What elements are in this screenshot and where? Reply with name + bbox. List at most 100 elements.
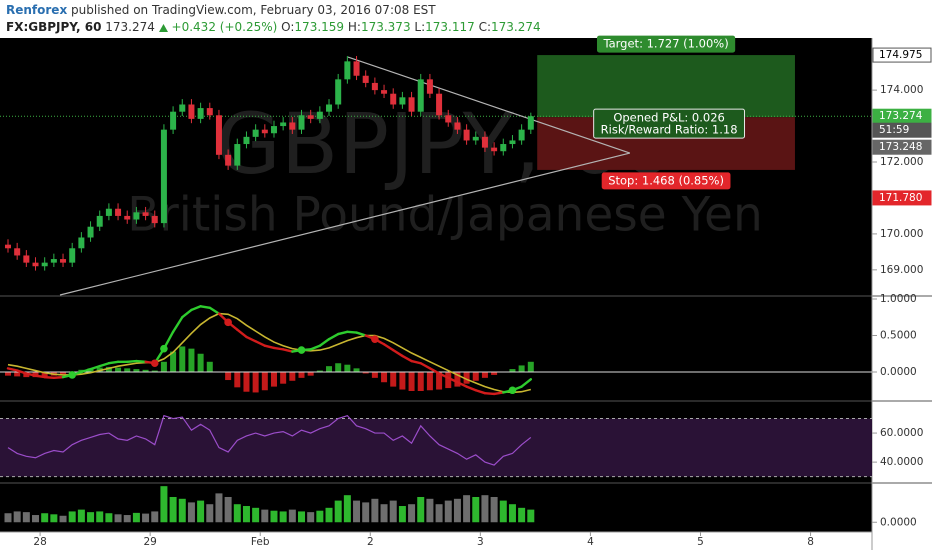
- fast-line-segment: [281, 348, 294, 353]
- candle-body: [14, 248, 21, 256]
- volume-bar: [197, 500, 205, 523]
- volume-bar: [22, 512, 30, 523]
- fast-line-segment: [419, 362, 432, 370]
- histogram-bar: [289, 372, 296, 381]
- fast-line-segment: [263, 344, 276, 350]
- volume-bar: [242, 506, 250, 523]
- entry-price-label: 173.248: [879, 141, 922, 153]
- fast-line-segment: [327, 332, 340, 341]
- ohlc-label: H:: [347, 20, 361, 34]
- fast-line-segment: [208, 306, 221, 315]
- histogram-bar: [243, 372, 250, 392]
- volume-bar: [316, 510, 324, 523]
- fast-line-segment: [245, 335, 257, 343]
- y-tick-label: 60.0000: [880, 427, 923, 439]
- candle-body: [390, 93, 397, 105]
- ohlc-value: 173.159: [294, 20, 345, 34]
- volume-bar: [527, 509, 535, 523]
- fast-line-segment: [336, 330, 349, 336]
- histogram-bar: [14, 372, 21, 377]
- volume-bar: [435, 504, 443, 523]
- fast-line-segment: [456, 381, 468, 388]
- candle-body: [298, 115, 305, 130]
- symbol-legend: FX:GBPJPY, 60 173.274 +0.432 (+0.25%) O:…: [6, 20, 541, 34]
- candle-body: [69, 248, 76, 263]
- volume-bar: [142, 513, 150, 523]
- histogram-bar: [454, 372, 461, 387]
- volume-bar: [77, 509, 85, 523]
- y-tick-label: 0.5000: [880, 330, 917, 342]
- candle-body: [160, 129, 167, 224]
- y-tick-label: 172.000: [880, 156, 923, 168]
- volume-bar: [279, 511, 287, 523]
- candle-body: [426, 79, 433, 94]
- candle-body: [335, 79, 342, 105]
- volume-bar: [288, 509, 296, 523]
- candle-body: [133, 212, 140, 220]
- fast-line-segment: [43, 375, 56, 380]
- candle-body: [225, 154, 232, 166]
- volume-bar: [59, 515, 67, 523]
- histogram-bar: [124, 368, 131, 373]
- crossover-dot: [371, 335, 379, 343]
- candle-body: [170, 111, 177, 130]
- candle-body: [436, 93, 443, 116]
- fast-line-segment: [318, 337, 331, 347]
- volume-bar: [50, 514, 58, 523]
- volume-bar: [298, 511, 306, 523]
- x-tick-label: 5: [697, 536, 704, 548]
- histogram-bar: [426, 372, 433, 391]
- y-tick-label: 169.000: [880, 264, 923, 276]
- fast-line-segment: [382, 343, 395, 352]
- histogram-bar: [408, 372, 415, 391]
- histogram-bar: [261, 372, 268, 391]
- volume-bar: [132, 512, 140, 523]
- histogram-bar: [362, 372, 369, 374]
- fast-line-segment: [52, 375, 65, 380]
- histogram-bar: [115, 367, 122, 373]
- stop-price-label: 171.780: [879, 192, 922, 204]
- fast-line-segment: [447, 376, 459, 384]
- x-tick-label: 4: [587, 536, 594, 548]
- volume-bar: [187, 502, 195, 523]
- fast-line-segment: [98, 362, 111, 368]
- candle-body: [50, 259, 57, 263]
- fast-line-segment: [89, 364, 101, 371]
- stop-label: Stop: 1.468 (0.85%): [608, 173, 724, 187]
- fast-line-segment: [15, 369, 28, 375]
- x-tick-label: 2: [367, 536, 374, 548]
- y-tick-label: 40.0000: [880, 456, 923, 468]
- ohlc-label: L:: [414, 20, 426, 34]
- rsi-line: [7, 414, 532, 466]
- fast-line-segment: [520, 378, 533, 388]
- ohlc-label: O:: [281, 20, 295, 34]
- candle-body: [518, 129, 525, 141]
- countdown-label-background: [872, 122, 932, 138]
- published-text: published on TradingView.com, February 0…: [71, 3, 436, 17]
- stop-price-label-background: [872, 190, 932, 206]
- fast-line-segment: [181, 308, 193, 319]
- volume-bar: [508, 504, 516, 523]
- candle-body: [371, 82, 378, 91]
- candle-body: [472, 136, 479, 141]
- histogram-bar: [197, 353, 204, 373]
- volume-bar: [114, 514, 122, 523]
- candle-body: [206, 108, 213, 116]
- trendline: [59, 152, 631, 296]
- ohlc-value: 173.274: [491, 20, 541, 34]
- volume-bar: [87, 512, 95, 523]
- fast-line-segment: [392, 348, 404, 358]
- volume-bar: [353, 500, 361, 523]
- volume-bar: [224, 496, 232, 523]
- fast-line-segment: [25, 372, 37, 377]
- publisher[interactable]: Renforex: [6, 3, 68, 17]
- histogram-bar: [234, 372, 241, 388]
- candle-body: [243, 136, 250, 145]
- fast-line-segment: [80, 367, 92, 374]
- volume-bar: [343, 495, 351, 523]
- candle-body: [527, 116, 534, 130]
- fast-line-segment: [236, 328, 248, 339]
- histogram-bar: [316, 370, 323, 373]
- crossover-dot: [150, 359, 159, 368]
- candle-body: [417, 79, 424, 112]
